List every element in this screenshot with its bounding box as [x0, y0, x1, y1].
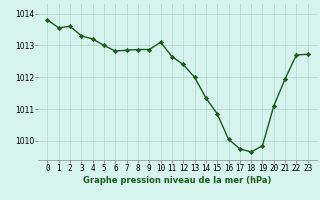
- X-axis label: Graphe pression niveau de la mer (hPa): Graphe pression niveau de la mer (hPa): [84, 176, 272, 185]
